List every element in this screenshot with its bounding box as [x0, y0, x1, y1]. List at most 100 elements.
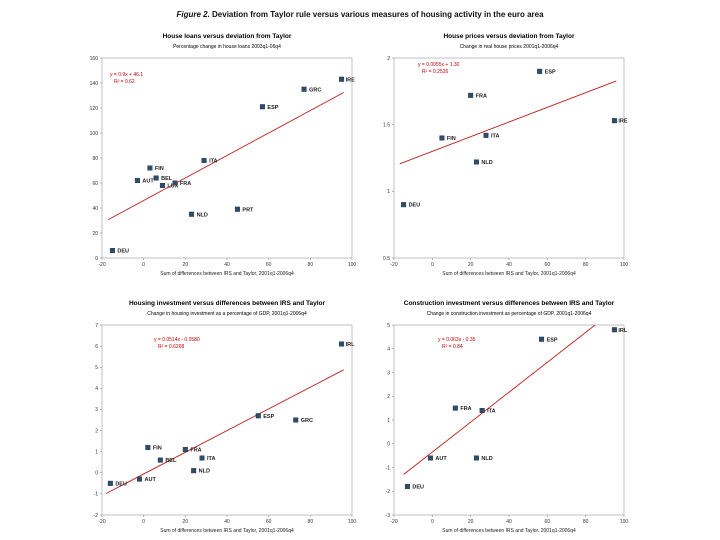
x-tick-label: 60 [545, 519, 551, 525]
x-tick-label: 40 [506, 262, 512, 268]
data-point-bel [153, 175, 159, 181]
y-tick-label: 1.5 [383, 122, 390, 128]
y-tick-label: 40 [92, 206, 98, 212]
data-point-esp [539, 336, 545, 342]
plot-area [393, 324, 625, 516]
trend-line [108, 92, 344, 221]
x-tick-label: 40 [224, 262, 230, 268]
y-tick-label: 1 [387, 418, 390, 424]
data-label-grc: GRC [309, 87, 321, 93]
plot-area [101, 324, 353, 516]
data-point-fin [439, 135, 445, 141]
x-tick-label: 40 [224, 519, 230, 525]
data-label-nld: NLD [199, 469, 210, 475]
data-point-esp [259, 104, 265, 110]
x-tick-label: -20 [98, 262, 105, 268]
data-label-aut: AUT [435, 456, 447, 462]
data-label-fra: FRA [460, 406, 471, 412]
data-label-nld: NLD [481, 456, 492, 462]
data-point-grc [301, 86, 307, 92]
x-tick-label: 60 [545, 262, 551, 268]
figure-label: Figure 2. [176, 10, 210, 19]
data-point-irl [339, 341, 345, 347]
data-label-fra: FRA [180, 181, 191, 187]
chart-svg: House loans versus deviation from Taylor… [90, 33, 357, 277]
y-tick-label: 2 [95, 428, 98, 434]
x-tick-label: 0 [142, 519, 145, 525]
x-tick-label: -20 [98, 519, 105, 525]
data-label-fin: FIN [447, 136, 456, 142]
trend-equation: y = 0.063x - 0.35 [438, 337, 476, 343]
y-tick-label: 0 [95, 471, 98, 477]
data-label-ire: IRE [618, 119, 628, 125]
x-tick-label: 80 [583, 519, 589, 525]
trend-equation: y = 0.0055x + 1.30 [418, 62, 460, 68]
data-point-deu [109, 247, 115, 253]
x-tick-label: 60 [266, 262, 272, 268]
data-point-fin [147, 165, 153, 171]
x-axis-label: Sum of differences between IRS and Taylo… [442, 271, 576, 277]
y-tick-label: -2 [94, 513, 99, 519]
data-point-deu [107, 480, 113, 486]
data-point-aut [134, 177, 140, 183]
data-label-nld: NLD [481, 160, 492, 166]
data-label-aut: AUT [145, 477, 157, 483]
chart-construction-investment: Construction investment versus differenc… [380, 297, 630, 537]
trend-r-squared: R² = 0.84 [442, 344, 463, 350]
x-tick-label: 0 [431, 519, 434, 525]
data-point-fra [182, 447, 188, 453]
y-tick-label: 0 [95, 256, 98, 262]
data-label-esp: ESP [267, 105, 278, 111]
data-label-lux: LUX [167, 184, 178, 190]
data-label-ita: ITA [487, 409, 495, 415]
y-tick-label: 6 [95, 344, 98, 350]
data-label-irl: IRL [618, 328, 628, 334]
data-point-grc [293, 417, 299, 423]
plot-area [393, 57, 625, 259]
data-point-ita [199, 455, 205, 461]
y-tick-label: -2 [386, 489, 391, 495]
figure-title: Figure 2. Deviation from Taylor rule ver… [0, 10, 720, 19]
x-tick-label: 60 [266, 519, 272, 525]
chart-title: House loans versus deviation from Taylor [163, 33, 292, 40]
trend-r-squared: R² = 0.62 [114, 79, 135, 85]
data-label-ita: ITA [207, 456, 215, 462]
x-tick-label: 100 [620, 262, 629, 268]
y-tick-label: 1 [95, 449, 98, 455]
data-label-deu: DEU [117, 249, 129, 255]
data-point-deu [401, 202, 407, 208]
y-tick-label: 0.5 [383, 256, 390, 262]
y-tick-label: 5 [95, 365, 98, 371]
trend-r-squared: R² = 0.6268 [158, 344, 184, 350]
trend-equation: y = 0.0514x - 0.0580 [154, 337, 200, 343]
data-point-prt [234, 206, 240, 212]
chart-subtitle: Change in real house prices 2001q1-2006q… [460, 44, 559, 50]
y-tick-label: 20 [92, 231, 98, 237]
x-tick-label: -20 [390, 262, 397, 268]
data-point-fra [452, 405, 458, 411]
trend-r-squared: R² = 0.2526 [422, 69, 448, 75]
data-label-deu: DEU [412, 485, 424, 491]
data-label-nld: NLD [197, 212, 208, 218]
data-point-nld [191, 468, 197, 474]
y-tick-label: 80 [92, 156, 98, 162]
data-label-ita: ITA [209, 159, 217, 165]
chart-title: Housing investment versus differences be… [129, 300, 325, 307]
y-tick-label: 4 [387, 347, 390, 353]
data-point-ire [611, 118, 617, 124]
x-tick-label: 0 [142, 262, 145, 268]
y-tick-label: 7 [95, 323, 98, 329]
data-point-lux [159, 182, 165, 188]
data-label-deu: DEU [115, 481, 127, 487]
y-tick-label: -1 [386, 465, 391, 471]
y-tick-label: 120 [90, 106, 99, 112]
data-point-ire [339, 76, 345, 82]
y-tick-label: 3 [95, 407, 98, 413]
data-label-ita: ITA [491, 133, 499, 139]
y-tick-label: 0 [387, 442, 390, 448]
y-tick-label: -3 [386, 513, 391, 519]
data-label-esp: ESP [547, 337, 558, 343]
chart-subtitle: Change in construction investment as per… [427, 311, 592, 317]
data-point-esp [537, 68, 543, 74]
data-label-fra: FRA [476, 93, 487, 99]
